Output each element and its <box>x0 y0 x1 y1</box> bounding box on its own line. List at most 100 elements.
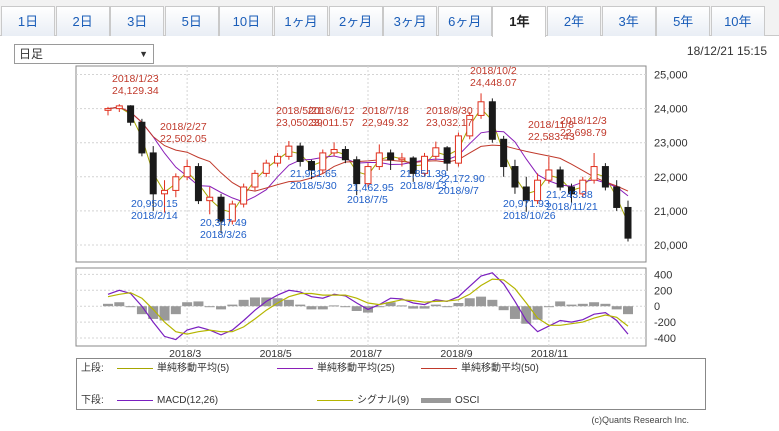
period-tab-bar: 1日 2日 3日 5日 10日 1ヶ月 2ヶ月 3ヶ月 6ヶ月 1年 2年 3年 5年 10年 <box>0 0 779 37</box>
annotation-high-value: 23,032.17 <box>426 117 473 129</box>
annotation-low-value: 2018/2/14 <box>131 210 178 222</box>
price-tick-label: 22,000 <box>654 172 688 184</box>
tab-1日[interactable]: 1日 <box>1 6 55 36</box>
annotation-high-value: 23,011.57 <box>308 117 354 129</box>
osci-bar <box>136 306 147 315</box>
candle-body <box>613 186 621 208</box>
osci-bar <box>476 296 487 307</box>
x-tick-label: 2018/5 <box>260 348 292 360</box>
candle-body <box>251 172 259 188</box>
annotation-high-date: 2018/1/23 <box>112 73 159 85</box>
tab-3年[interactable]: 3年 <box>601 6 656 36</box>
tab-1年[interactable]: 1年 <box>492 6 547 37</box>
osci-bar <box>532 306 543 320</box>
candle-body <box>228 203 236 222</box>
candle-body <box>138 121 146 154</box>
macd-panel: 400 200 0 -200 -400 2018/3 2018/5 2018/7 2018/9 2… <box>75 267 676 360</box>
osci-swatch <box>421 397 451 403</box>
annotation-high-date: 2018/2/27 <box>160 121 207 133</box>
osci-bar <box>216 306 227 310</box>
stock-chart: 20,000 21,000 22,000 23,000 24,000 25,000 2018… <box>75 65 688 360</box>
tab-10年[interactable]: 10年 <box>710 6 765 36</box>
sma25-swatch <box>277 367 313 369</box>
candle-body <box>466 114 474 137</box>
legend-sma50-label: 単純移動平均(50) <box>461 363 539 374</box>
candle-body <box>262 162 270 174</box>
tab-10日[interactable]: 10日 <box>219 6 274 36</box>
price-tick-label: 25,000 <box>654 70 688 82</box>
x-tick-label: 2018/7 <box>350 348 382 360</box>
osci-bar <box>340 306 351 308</box>
signal-line <box>107 278 629 335</box>
annotation-high-date: 2018/12/3 <box>560 115 607 127</box>
candle-body <box>534 179 542 202</box>
candle-body <box>387 152 395 161</box>
candle-body <box>601 166 609 188</box>
tab-5年[interactable]: 5年 <box>656 6 711 36</box>
candle-period-select[interactable]: 日足 ▼ <box>14 44 154 64</box>
price-panel: 20,000 21,000 22,000 23,000 24,000 25,000 2018… <box>75 65 688 263</box>
annotation-low-date: 22,172.90 <box>438 173 485 185</box>
candle-body <box>149 152 157 195</box>
osci-bar <box>419 306 430 309</box>
macd-tick-label: -400 <box>654 333 676 345</box>
annotation-low-date: 21,243.38 <box>546 189 593 201</box>
osci-bar <box>159 306 170 321</box>
osci-bar <box>193 301 204 307</box>
osci-bar <box>566 304 577 307</box>
annotation-low-value: 2018/9/7 <box>438 185 479 197</box>
osci-bar <box>464 298 475 307</box>
x-tick-label: 2018/9 <box>440 348 472 360</box>
annotation-low-value: 2018/8/13 <box>400 180 447 192</box>
annotation-low-date: 21,931.65 <box>290 168 337 180</box>
candle-body <box>511 166 519 188</box>
osci-bar <box>521 306 532 324</box>
tab-5日[interactable]: 5日 <box>164 6 219 36</box>
tab-3ヶ月[interactable]: 3ヶ月 <box>383 6 438 36</box>
annotation-high-value: 23,050.39 <box>276 117 323 129</box>
tab-2日[interactable]: 2日 <box>55 6 110 36</box>
tab-6ヶ月[interactable]: 6ヶ月 <box>437 6 492 36</box>
osci-bar <box>329 305 340 307</box>
legend-upper-label: 上段: <box>81 363 104 374</box>
annotation-high-date: 2018/10/2 <box>470 65 517 77</box>
dropdown-arrow-icon: ▼ <box>139 49 148 59</box>
candle-body <box>454 135 462 164</box>
osci-bar <box>204 306 215 308</box>
legend-signal-label: シグナル(9) <box>357 395 410 406</box>
candle-body <box>556 169 564 188</box>
legend-sma50: 単純移動平均(50) <box>421 361 539 377</box>
candle-body <box>217 196 225 222</box>
osci-bar <box>170 306 181 315</box>
legend-lower-row: 下段: MACD(12,26) シグナル(9) OSCI <box>81 393 701 409</box>
osci-bar <box>351 306 362 311</box>
legend-signal: シグナル(9) <box>317 393 409 409</box>
indicator-legend: 上段: 単純移動平均(5) 単純移動平均(25) 単純移動平均(50) 下段: … <box>76 358 706 410</box>
candle-body <box>477 101 485 116</box>
tab-3日[interactable]: 3日 <box>110 6 165 36</box>
candle-body <box>285 145 293 157</box>
legend-macd: MACD(12,26) <box>117 393 218 409</box>
osci-bar <box>283 299 294 307</box>
candle-body <box>590 166 598 181</box>
annotation-low-date: 20,971.93 <box>503 198 550 210</box>
osci-bar <box>430 304 441 307</box>
candle-body <box>172 176 180 191</box>
candle-period-value: 日足 <box>19 47 44 61</box>
osci-bar <box>623 306 633 315</box>
osci-bar <box>611 306 622 310</box>
macd-tick-label: 400 <box>654 269 672 281</box>
annotation-high-date: 2018/8/30 <box>426 105 473 117</box>
annotation-high-value: 22,583.43 <box>528 131 575 143</box>
macd-tick-label: -200 <box>654 317 676 329</box>
osci-bar <box>555 301 566 307</box>
tab-2年[interactable]: 2年 <box>547 6 601 36</box>
candle-body <box>206 196 214 202</box>
candle-body <box>624 206 632 239</box>
tab-1ヶ月[interactable]: 1ヶ月 <box>274 6 328 36</box>
tab-2ヶ月[interactable]: 2ヶ月 <box>328 6 383 36</box>
annotation-low-value: 2018/10/26 <box>503 210 556 222</box>
candle-body <box>579 179 587 195</box>
annotation-low-date: 20,950.15 <box>131 198 178 210</box>
annotation-low-date: 21,462.95 <box>347 182 394 194</box>
